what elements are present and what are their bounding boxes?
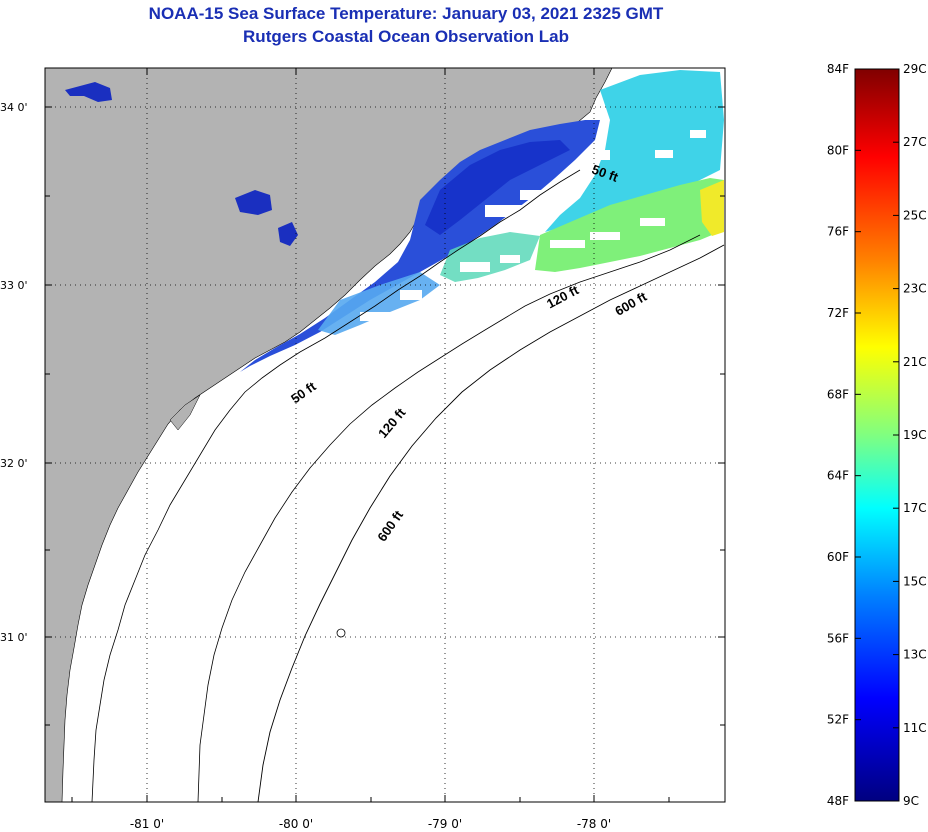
colorbar-c-label: 27C — [903, 135, 927, 149]
colorbar — [854, 68, 900, 802]
cloud-gaps — [360, 130, 706, 321]
lon-label-78: -78 0' — [577, 817, 611, 831]
sst-cyan-offshore — [545, 70, 724, 232]
contour-120ft — [197, 234, 701, 802]
inland-lake-south — [278, 222, 298, 246]
colorbar-c-label: 23C — [903, 282, 927, 296]
colorbar-f-label: 80F — [827, 143, 849, 157]
map-subtitle: Rutgers Coastal Ocean Observation Lab — [243, 27, 569, 46]
inland-lake-mid — [235, 190, 272, 215]
colorbar-celsius-ticks — [893, 141, 899, 729]
colorbar-f-label: 52F — [827, 713, 849, 727]
lat-label-34: 34 0' — [0, 101, 28, 114]
plot-frame — [44, 67, 726, 803]
lat-label-32: 32 0' — [0, 457, 28, 470]
colorbar-f-label: 64F — [827, 469, 849, 483]
sst-deep-blue — [425, 140, 570, 235]
coastal-marsh — [169, 394, 201, 431]
colorbar-fahrenheit-labels: 84F 80F 76F 72F 68F 64F 60F 56F 52F 48F — [827, 62, 849, 808]
sst-green-offshore — [535, 178, 724, 272]
colorbar-celsius-labels: 29C 27C 25C 23C 21C 19C 17C 15C 13C 11C 9C — [903, 62, 927, 808]
graticule — [45, 68, 725, 802]
inland-lake-north — [65, 82, 112, 102]
colorbar-c-label: 9C — [903, 794, 919, 808]
colorbar-c-label: 11C — [903, 721, 927, 735]
colorbar-f-label: 68F — [827, 387, 849, 401]
lon-label-79: -79 0' — [428, 817, 462, 831]
contour-600ft — [257, 244, 725, 802]
colorbar-c-label: 13C — [903, 648, 927, 662]
lat-label-31: 31 0' — [0, 631, 28, 644]
colorbar-c-label: 19C — [903, 428, 927, 442]
colorbar-c-label: 29C — [903, 62, 927, 76]
colorbar-c-label: 15C — [903, 574, 927, 588]
sst-yellow-patch — [700, 180, 724, 236]
colorbar-c-label: 21C — [903, 355, 927, 369]
lon-label-80: -80 0' — [279, 817, 313, 831]
colorbar-f-label: 60F — [827, 550, 849, 564]
colorbar-f-label: 84F — [827, 62, 849, 76]
lon-label-81: -81 0' — [130, 817, 164, 831]
colorbar-f-label: 72F — [827, 306, 849, 320]
colorbar-f-label: 48F — [827, 794, 849, 808]
colorbar-f-label: 56F — [827, 631, 849, 645]
seamount-contour — [336, 628, 346, 638]
sst-blue-coastal — [240, 120, 600, 372]
axis-ticks — [45, 68, 725, 802]
colorbar-c-label: 25C — [903, 208, 927, 222]
colorbar-c-label: 17C — [903, 501, 927, 515]
plot-area: 50 ft 50 ft 120 ft 120 ft 600 ft 600 ft — [45, 68, 725, 802]
colorbar-f-label: 76F — [827, 225, 849, 239]
contour-50ft — [91, 169, 581, 802]
lat-label-33: 33 0' — [0, 279, 28, 292]
map-title: NOAA-15 Sea Surface Temperature: January… — [148, 4, 664, 23]
colorbar-fahrenheit-ticks — [855, 149, 861, 721]
